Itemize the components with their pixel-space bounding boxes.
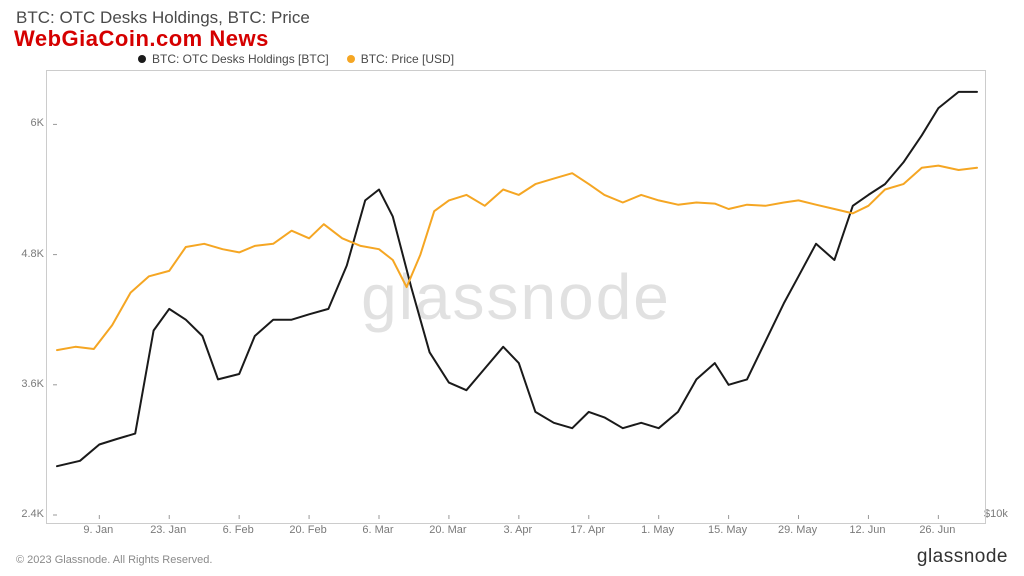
x-axis: 9. Jan 23. Jan 6. Feb 20. Feb 6. Mar 20. Mar 3… [46,524,986,544]
x-tick-label: 6. Mar [362,524,393,536]
y-tick-label: 4.8K [14,248,44,260]
y-axis-right: $10k [984,70,1018,524]
x-tick-label: 26. Jun [919,524,955,536]
chart-title: BTC: OTC Desks Holdings, BTC: Price [16,8,310,28]
x-tick-label: 9. Jan [83,524,113,536]
legend-label: BTC: OTC Desks Holdings [BTC] [152,52,329,66]
x-tick-label: 29. May [778,524,817,536]
brand-logo: glassnode [917,546,1008,568]
plot-svg [57,81,975,513]
x-tick-label: 3. Apr [503,524,532,536]
x-tick-label: 12. Jun [849,524,885,536]
legend: BTC: OTC Desks Holdings [BTC] BTC: Price… [138,52,454,66]
legend-item-holdings: BTC: OTC Desks Holdings [BTC] [138,52,329,66]
x-tick-label: 15. May [708,524,747,536]
series-holdings [57,92,977,466]
x-tick-label: 20. Mar [429,524,466,536]
x-tick-label: 1. May [641,524,674,536]
legend-label: BTC: Price [USD] [361,52,454,66]
x-tick-label: 6. Feb [223,524,254,536]
legend-item-price: BTC: Price [USD] [347,52,454,66]
x-tick-label: 23. Jan [150,524,186,536]
series-price [57,166,977,351]
overlay-watermark: WebGiaCoin.com News [14,26,269,52]
y-tick-label: 3.6K [14,378,44,390]
y-axis-left: 2.4K 3.6K 4.8K 6K [14,70,44,524]
x-tick-label: 20. Feb [289,524,326,536]
legend-dot-icon [347,55,355,63]
y-tick-label: 2.4K [14,508,44,520]
copyright-text: © 2023 Glassnode. All Rights Reserved. [16,554,212,566]
legend-dot-icon [138,55,146,63]
chart-plot [57,81,975,513]
y2-tick-label: $10k [984,508,1008,520]
y-tick-label: 6K [14,117,44,129]
chart-area: glassnode [46,70,986,524]
x-tick-label: 17. Apr [570,524,605,536]
